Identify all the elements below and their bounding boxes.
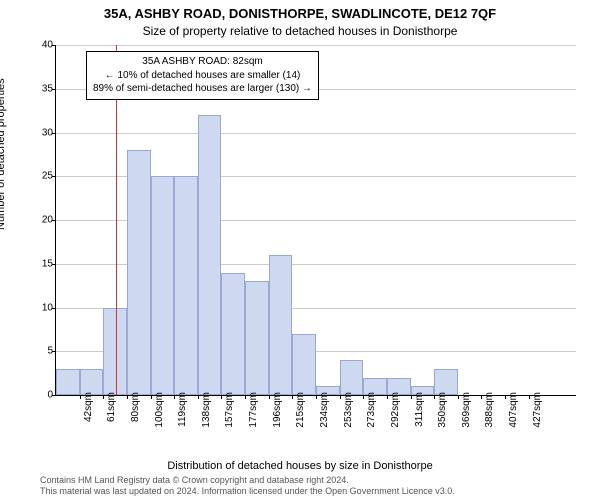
histogram-bar: [292, 334, 316, 395]
x-tick-label: 311sqm: [414, 392, 425, 427]
chart-title-main: 35A, ASHBY ROAD, DONISTHORPE, SWADLINCOT…: [0, 6, 600, 21]
histogram-bar: [221, 273, 245, 396]
x-tick-label: 407sqm: [508, 392, 519, 428]
chart-page: 35A, ASHBY ROAD, DONISTHORPE, SWADLINCOT…: [0, 0, 600, 500]
x-tick-label: 427sqm: [532, 392, 543, 428]
y-tick-label: 35: [31, 83, 53, 94]
y-tick-label: 10: [31, 302, 53, 313]
x-tick-mark: [80, 395, 81, 399]
y-axis-label: Number of detached properties: [0, 78, 7, 230]
x-tick-mark: [127, 395, 128, 399]
histogram-bar: [174, 176, 198, 395]
x-tick-label: 177sqm: [248, 392, 259, 428]
footer-line-1: Contains HM Land Registry data © Crown c…: [40, 475, 455, 486]
x-tick-label: 80sqm: [130, 392, 141, 422]
x-axis-label: Distribution of detached houses by size …: [0, 460, 600, 472]
x-tick-mark: [411, 395, 412, 399]
x-tick-mark: [221, 395, 222, 399]
x-tick-mark: [340, 395, 341, 399]
x-tick-label: 100sqm: [154, 392, 165, 428]
x-tick-mark: [316, 395, 317, 399]
histogram-bar: [340, 360, 364, 395]
y-tick-label: 40: [31, 40, 53, 51]
x-tick-mark: [174, 395, 175, 399]
y-tick-label: 25: [31, 171, 53, 182]
histogram-bar: [245, 281, 269, 395]
y-tick-label: 30: [31, 127, 53, 138]
x-tick-label: 138sqm: [201, 392, 212, 428]
histogram-bar: [198, 115, 222, 395]
gridline-h: [56, 45, 576, 46]
y-tick-label: 0: [31, 390, 53, 401]
x-tick-label: 196sqm: [272, 392, 283, 428]
x-tick-mark: [269, 395, 270, 399]
x-tick-label: 234sqm: [319, 392, 330, 428]
x-tick-label: 369sqm: [461, 392, 472, 428]
x-tick-mark: [363, 395, 364, 399]
x-tick-mark: [198, 395, 199, 399]
x-tick-mark: [434, 395, 435, 399]
x-tick-label: 292sqm: [390, 392, 401, 428]
x-tick-mark: [245, 395, 246, 399]
x-tick-label: 119sqm: [177, 392, 188, 427]
histogram-bar: [56, 369, 80, 395]
x-tick-mark: [505, 395, 506, 399]
x-tick-mark: [151, 395, 152, 399]
y-tick-label: 15: [31, 258, 53, 269]
gridline-h: [56, 133, 576, 134]
x-tick-label: 350sqm: [437, 392, 448, 428]
y-tick-label: 5: [31, 346, 53, 357]
annotation-line-3: 89% of semi-detached houses are larger (…: [93, 82, 312, 96]
histogram-bar: [269, 255, 293, 395]
annotation-line-1: 35A ASHBY ROAD: 82sqm: [93, 55, 312, 69]
footer-attribution: Contains HM Land Registry data © Crown c…: [40, 475, 455, 497]
x-tick-mark: [292, 395, 293, 399]
x-tick-label: 42sqm: [83, 392, 94, 422]
x-tick-mark: [481, 395, 482, 399]
histogram-bar: [151, 176, 175, 395]
annotation-line-2: ← 10% of detached houses are smaller (14…: [93, 69, 312, 83]
footer-line-2: This material was last updated on 2024. …: [40, 486, 455, 497]
histogram-bar: [127, 150, 151, 395]
plot-area: 051015202530354042sqm61sqm80sqm100sqm119…: [55, 45, 576, 396]
x-tick-label: 61sqm: [106, 392, 117, 422]
x-tick-label: 388sqm: [484, 392, 495, 428]
x-tick-label: 253sqm: [343, 392, 354, 428]
x-tick-label: 273sqm: [366, 392, 377, 428]
chart-title-sub: Size of property relative to detached ho…: [0, 24, 600, 38]
x-tick-label: 157sqm: [224, 392, 235, 428]
y-tick-label: 20: [31, 215, 53, 226]
x-tick-label: 215sqm: [295, 392, 306, 428]
x-tick-mark: [387, 395, 388, 399]
x-tick-mark: [458, 395, 459, 399]
x-tick-mark: [529, 395, 530, 399]
x-tick-mark: [103, 395, 104, 399]
annotation-box: 35A ASHBY ROAD: 82sqm ← 10% of detached …: [86, 51, 319, 100]
